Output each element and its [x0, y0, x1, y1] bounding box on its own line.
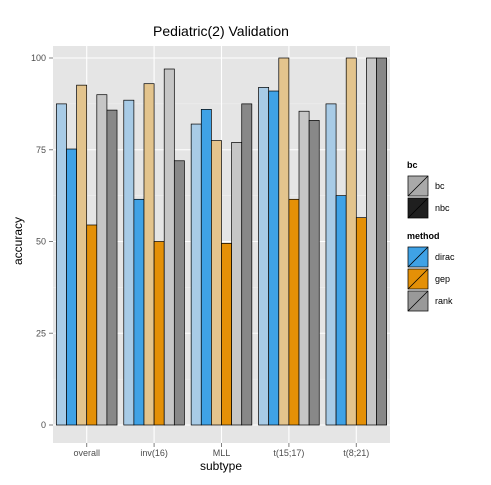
- legend-label-nbc: nbc: [435, 203, 450, 213]
- y-tick-label: 100: [31, 53, 46, 63]
- y-axis: 0 25 50 75 100: [31, 53, 53, 430]
- chart-title: Pediatric(2) Validation: [153, 23, 289, 39]
- bar-rank-bc: [96, 94, 108, 426]
- x-axis-title: subtype: [200, 459, 242, 473]
- y-tick-label: 50: [36, 237, 46, 247]
- bar-rank-bc: [231, 142, 243, 426]
- bar-rank-nbc: [173, 160, 185, 426]
- bar-dirac-bc: [190, 123, 202, 426]
- bar-gep-bc: [211, 140, 222, 426]
- bar-rank-bc: [298, 110, 310, 426]
- bar-dirac-nbc: [133, 198, 145, 426]
- bar-dirac-nbc: [335, 195, 347, 426]
- legend: bc bc nbc method dirac gep rank: [406, 160, 455, 313]
- legend-label-bc: bc: [435, 181, 445, 191]
- bar-gep-bc: [345, 57, 357, 426]
- y-axis-title: accuracy: [11, 217, 25, 265]
- bar-gep-nbc: [221, 242, 232, 426]
- bar-gep-nbc: [153, 241, 165, 426]
- y-tick-label: 0: [41, 420, 46, 430]
- bar-gep-bc: [143, 83, 155, 426]
- legend-key-slash: [407, 290, 429, 312]
- bar-dirac-nbc: [268, 90, 280, 426]
- bar-dirac-nbc: [200, 109, 212, 426]
- bar-gep-bc: [278, 57, 290, 426]
- bar-gep-nbc: [288, 198, 300, 426]
- bar-dirac-bc: [123, 99, 135, 426]
- bar-dirac-bc: [258, 87, 270, 426]
- x-tick-label: inv(16): [140, 448, 168, 458]
- bar-gep-bc: [76, 84, 88, 426]
- x-tick-label: t(15;17): [273, 448, 304, 458]
- bar-gep-nbc: [86, 224, 98, 426]
- bar-gep-nbc: [355, 217, 367, 426]
- x-tick-label: MLL: [213, 448, 231, 458]
- legend-label-rank: rank: [435, 296, 453, 306]
- bar-rank-nbc: [308, 120, 320, 426]
- y-tick-label: 25: [36, 328, 46, 338]
- legend-key-slash: [407, 175, 429, 197]
- bar-dirac-bc: [325, 103, 337, 426]
- bar-rank-nbc: [106, 109, 118, 426]
- bar-rank-nbc: [376, 57, 387, 426]
- legend-label-gep: gep: [435, 274, 450, 284]
- legend-title: method: [407, 231, 440, 241]
- legend-key-slash: [407, 268, 429, 290]
- legend-label-dirac: dirac: [435, 252, 455, 262]
- x-tick-label: overall: [73, 448, 100, 458]
- bar-dirac-nbc: [66, 148, 77, 426]
- x-tick-label: t(8;21): [343, 448, 369, 458]
- legend-title: bc: [407, 160, 418, 170]
- y-tick-label: 75: [36, 145, 46, 155]
- bars: [56, 57, 387, 426]
- bar-rank-bc: [163, 68, 175, 426]
- legend-key-slash: [407, 246, 429, 268]
- bar-dirac-bc: [56, 103, 67, 426]
- x-axis: overall inv(16) MLL t(15;17) t(8;21): [73, 443, 369, 458]
- legend-key-slash: [407, 197, 429, 219]
- bar-rank-nbc: [241, 103, 253, 426]
- bar-rank-bc: [366, 57, 377, 426]
